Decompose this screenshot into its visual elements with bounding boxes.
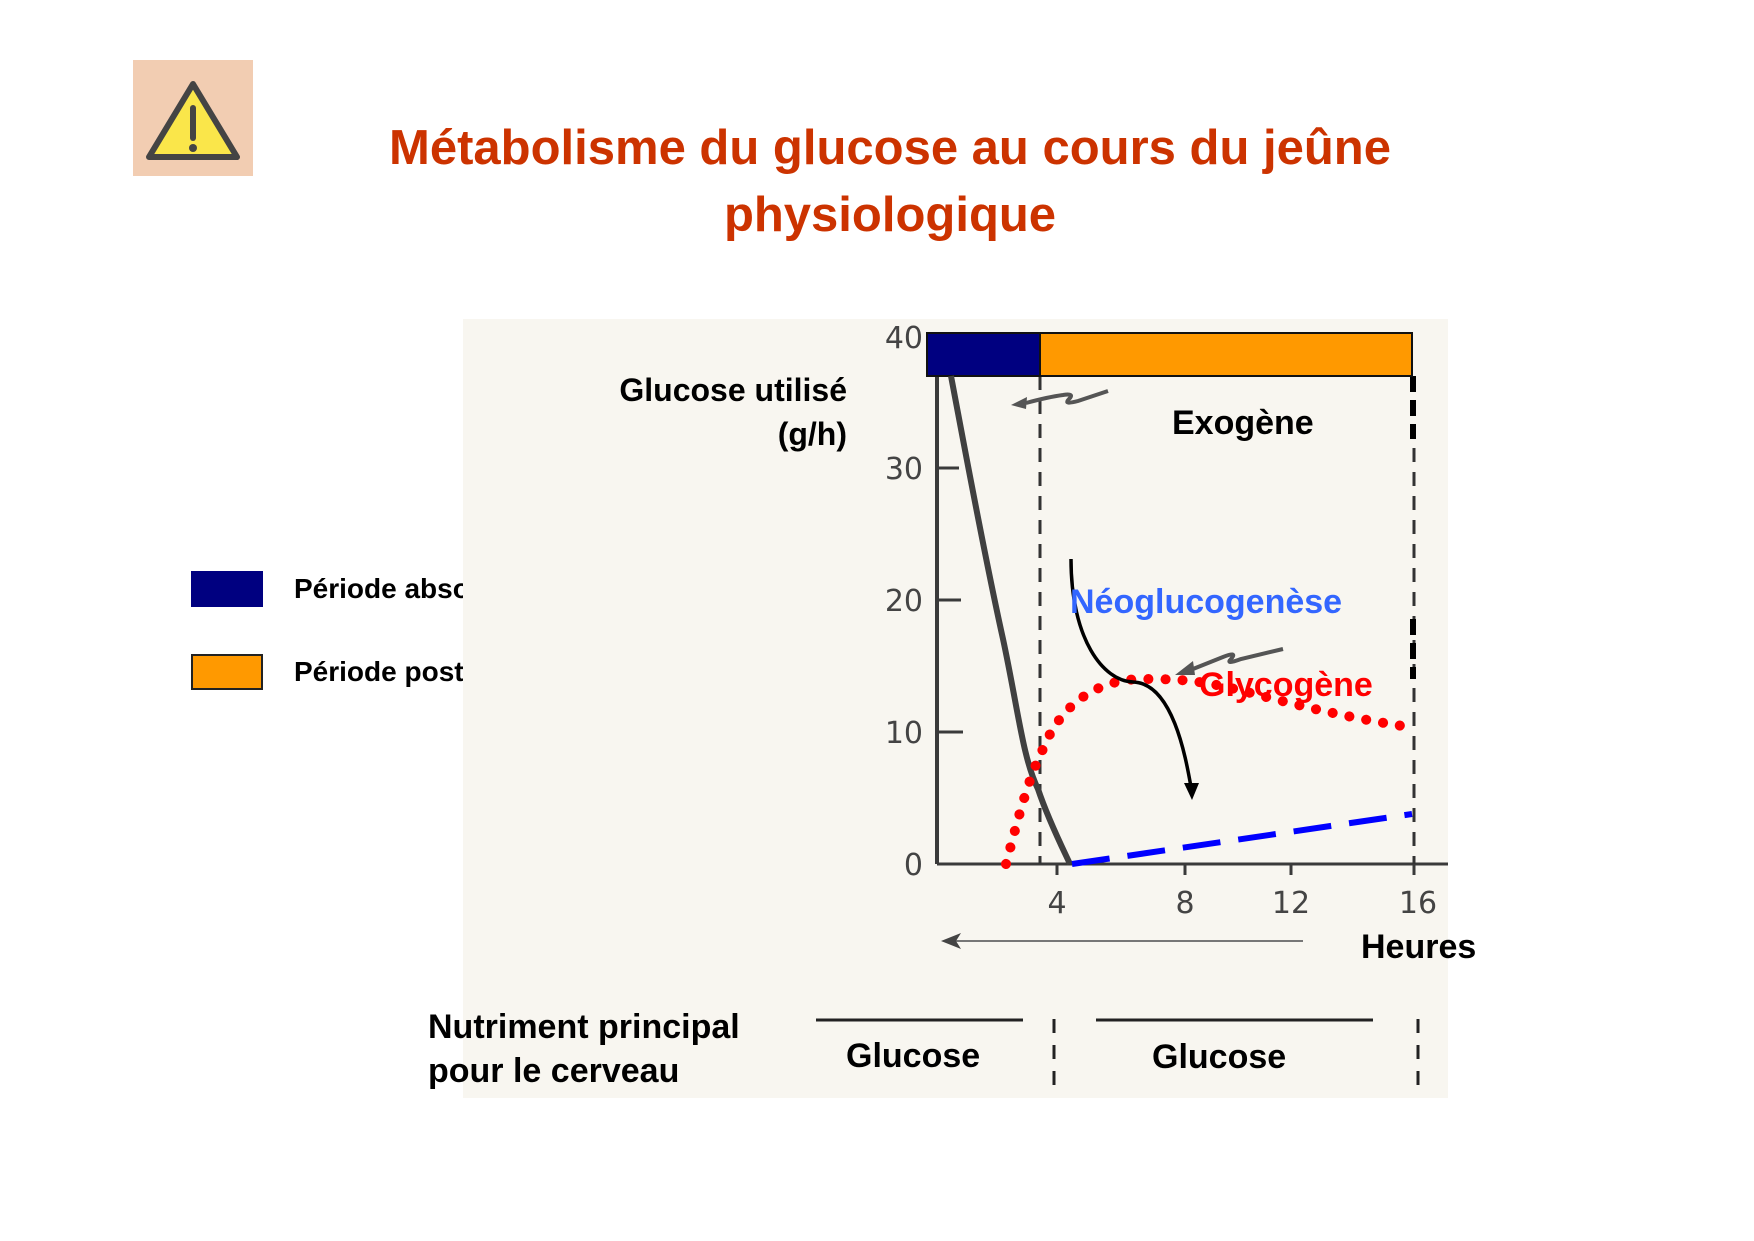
exogene-curve — [948, 375, 1073, 866]
glycogene-label: Glycogène — [1199, 666, 1373, 704]
period-bar-absorptive — [926, 332, 1041, 377]
slide-title-line1: Métabolisme du glucose au cours du jeûne — [389, 121, 1391, 175]
glycogene-pointer-head — [1175, 661, 1195, 675]
exogene-pointer-head — [1011, 397, 1027, 409]
y-tick-30: 30 — [885, 452, 923, 487]
y-tick-40: 40 — [885, 321, 923, 356]
chart-panel: 40 30 20 10 0 4 8 12 16 — [463, 319, 1448, 1098]
y-tick-10: 10 — [885, 716, 923, 751]
neoglucogenese-line — [1071, 811, 1413, 867]
x-tick-12: 12 — [1272, 886, 1310, 921]
brain-nutrient-phase1: Glucose — [846, 1037, 981, 1075]
brain-nutrient-phase2: Glucose — [1152, 1038, 1287, 1076]
glycogene-curve — [1001, 673, 1414, 869]
warning-triangle-icon — [146, 81, 240, 160]
legend-swatch-post-absorptive — [191, 654, 263, 690]
period-bar-post-absorptive — [1039, 332, 1413, 377]
chart-canvas: 40 30 20 10 0 4 8 12 16 — [816, 321, 1448, 1094]
x-tick-8: 8 — [1175, 886, 1194, 921]
slide-title-line2: physiologique — [723, 188, 1057, 242]
brain-nutrient-label-line1: Nutriment principal — [428, 1008, 740, 1046]
time-arrow-head — [941, 933, 961, 949]
y-tick-20: 20 — [885, 584, 923, 619]
exogene-pointer — [1025, 389, 1109, 405]
y-axis-label-line2: (g/h) — [777, 416, 847, 452]
y-axis: 40 30 20 10 0 — [885, 321, 963, 883]
x-axis-label: Heures — [1361, 928, 1477, 966]
neoglucogenese-arrow — [1069, 558, 1193, 788]
x-tick-4: 4 — [1047, 886, 1066, 921]
x-tick-16: 16 — [1399, 886, 1437, 921]
neoglucogenese-label: Néoglucogenèse — [1070, 583, 1343, 621]
legend-swatch-absorptive — [191, 571, 263, 607]
exogene-label: Exogène — [1172, 404, 1314, 442]
y-axis-label-line1: Glucose utilisé — [619, 372, 847, 408]
x-axis: 4 8 12 16 — [937, 862, 1448, 921]
neoglucogenese-arrow-head — [1184, 783, 1199, 800]
warning-icon-box — [133, 60, 253, 176]
y-tick-0: 0 — [904, 848, 923, 883]
glycogene-pointer — [1192, 647, 1284, 671]
brain-nutrient-label-line2: pour le cerveau — [428, 1052, 680, 1090]
